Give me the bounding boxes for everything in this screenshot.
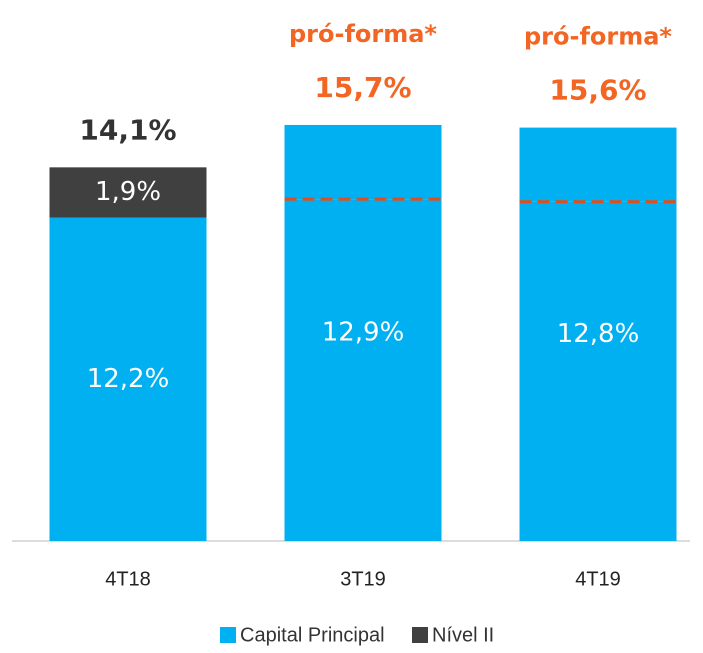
pro-forma-segment — [284, 124, 442, 200]
total-label: 15,7% — [314, 71, 411, 104]
annotation: pró-forma* — [289, 20, 437, 48]
value-label: 12,9% — [322, 317, 405, 347]
x-tick-label: 4T19 — [575, 568, 621, 590]
legend-label: Capital Principal — [240, 624, 385, 646]
legend-swatch — [412, 627, 428, 643]
legend-label: Nível II — [432, 624, 494, 646]
bar-segment — [49, 167, 207, 218]
value-label: 1,9% — [95, 177, 161, 207]
value-label: 12,2% — [87, 364, 170, 394]
total-label: 14,1% — [79, 113, 176, 146]
total-label: 15,6% — [549, 74, 646, 107]
legend-swatch — [220, 627, 236, 643]
pro-forma-segment — [519, 127, 677, 202]
x-tick-label: 4T18 — [105, 568, 151, 590]
bar-segment — [519, 201, 677, 542]
bar-segment — [284, 199, 442, 541]
annotation: pró-forma* — [524, 23, 672, 51]
bar-segment — [49, 217, 207, 541]
value-label: 12,8% — [557, 319, 640, 349]
x-tick-label: 3T19 — [340, 568, 386, 590]
